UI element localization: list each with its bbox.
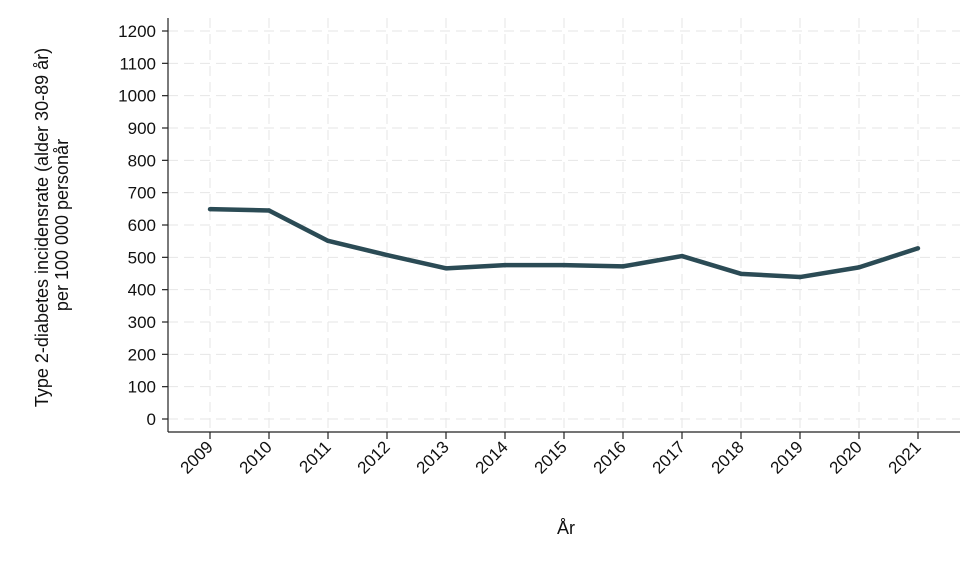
data-point [443, 266, 449, 271]
y-tick-label: 500 [128, 248, 156, 267]
x-tick-label: 2010 [236, 437, 276, 477]
y-axis-ticks: 0 100 200 300 400 500 600 700 800 900 1000 1100 1200 [118, 22, 168, 429]
data-point [797, 274, 803, 280]
data-point [502, 262, 508, 268]
data-point [679, 253, 685, 259]
data-point [738, 271, 744, 277]
x-tick-label: 2017 [649, 437, 689, 477]
y-axis-title-line-1: Type 2-diabetes incidensrate (alder 30-8… [32, 48, 52, 407]
data-point [384, 252, 390, 258]
x-tick-label: 2012 [354, 437, 394, 477]
x-tick-label: 2014 [472, 437, 512, 477]
y-tick-label: 400 [128, 281, 156, 300]
y-tick-label: 200 [128, 345, 156, 364]
data-point [561, 262, 567, 268]
data-point [207, 206, 213, 212]
x-tick-label: 2018 [708, 437, 748, 477]
y-tick-label: 300 [128, 313, 156, 332]
data-point [915, 246, 921, 251]
y-axis-title: Type 2-diabetes incidensrate (alder 30-8… [32, 43, 72, 407]
x-tick-label: 2013 [413, 437, 453, 477]
x-tick-label: 2009 [177, 437, 217, 477]
x-tick-label: 2011 [296, 437, 335, 476]
data-point [325, 238, 331, 244]
x-tick-label: 2019 [767, 437, 807, 477]
y-tick-label: 600 [128, 216, 156, 235]
y-tick-label: 900 [128, 119, 156, 138]
data-point [856, 265, 862, 270]
y-tick-label: 800 [128, 151, 156, 170]
y-tick-label: 1100 [119, 54, 156, 73]
y-tick-label: 1000 [118, 87, 156, 106]
y-tick-label: 0 [147, 410, 156, 429]
y-tick-label: 1200 [118, 22, 156, 41]
x-tick-label: 2020 [826, 437, 866, 477]
y-tick-label: 700 [128, 184, 156, 203]
x-axis-title: År [557, 518, 575, 538]
x-tick-label: 2016 [590, 437, 630, 477]
x-axis-ticks: 2009 2010 2011 2012 2013 2014 2015 2016 2017 2018… [177, 432, 925, 478]
x-tick-label: 2021 [885, 437, 925, 477]
y-tick-label: 100 [128, 378, 156, 397]
data-point [266, 208, 272, 213]
x-tick-label: 2015 [531, 437, 571, 477]
data-point [620, 264, 626, 269]
series-layer [207, 206, 921, 280]
y-axis-title-line-2: per 100 000 personår [52, 139, 72, 311]
gridlines [168, 18, 960, 432]
